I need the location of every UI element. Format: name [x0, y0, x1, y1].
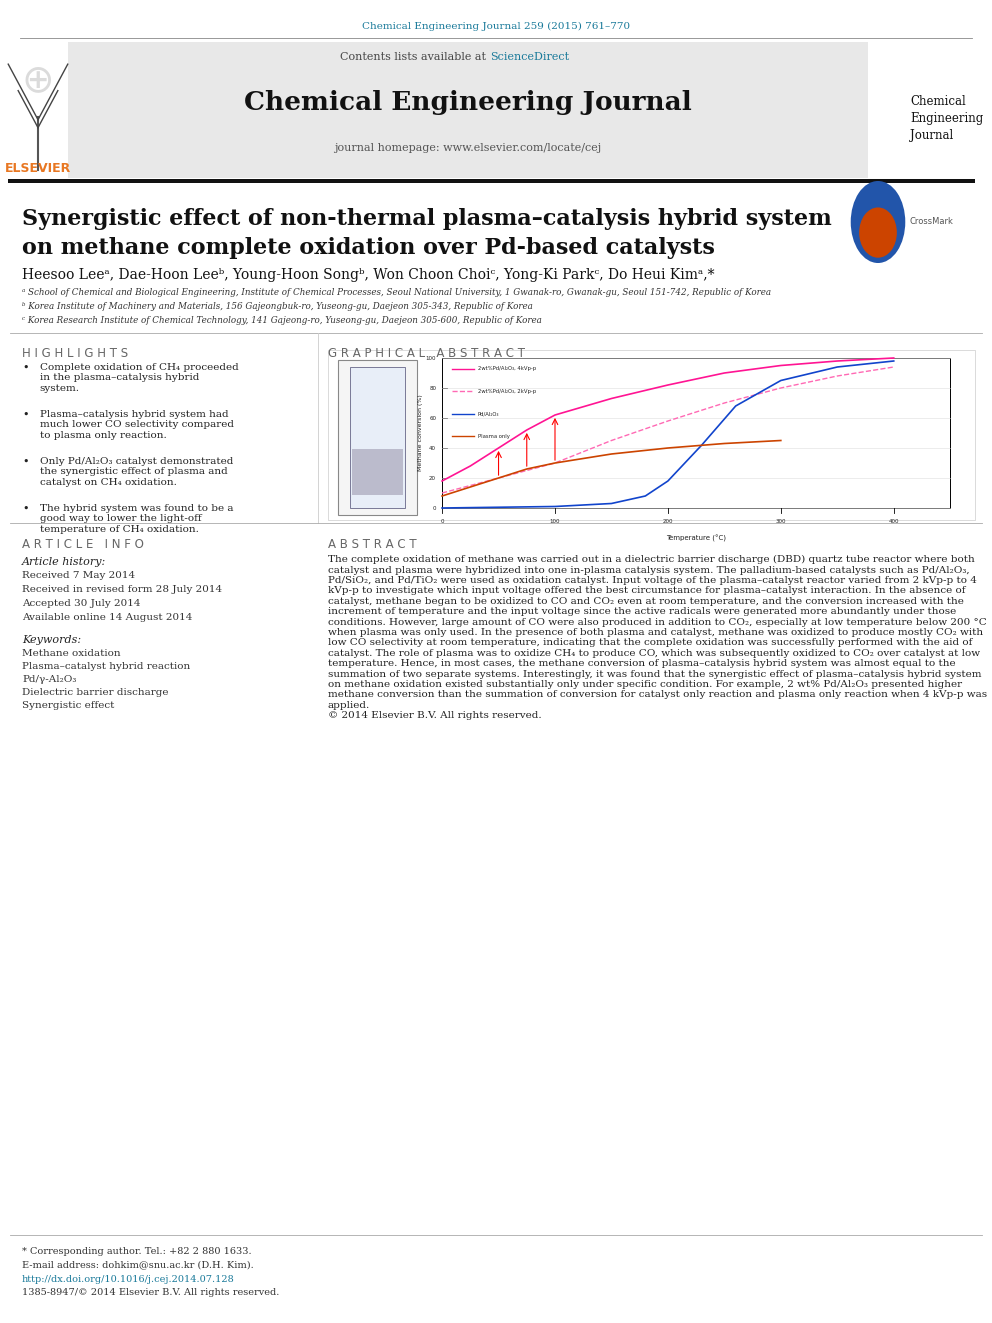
- Text: Chemical Engineering Journal 259 (2015) 761–770: Chemical Engineering Journal 259 (2015) …: [362, 22, 630, 32]
- Ellipse shape: [859, 208, 897, 258]
- Text: Contents lists available at: Contents lists available at: [340, 52, 490, 62]
- Text: •: •: [22, 363, 29, 373]
- Text: Plasma–catalyst hybrid reaction: Plasma–catalyst hybrid reaction: [22, 662, 190, 671]
- Text: 1385-8947/© 2014 Elsevier B.V. All rights reserved.: 1385-8947/© 2014 Elsevier B.V. All right…: [22, 1289, 280, 1297]
- Text: 0: 0: [433, 505, 436, 511]
- Text: Chemical
Engineering
Journal: Chemical Engineering Journal: [910, 95, 983, 142]
- Text: 300: 300: [776, 519, 786, 524]
- Text: ScienceDirect: ScienceDirect: [490, 52, 569, 62]
- Text: Methane conversion (%): Methane conversion (%): [418, 394, 423, 471]
- Text: Complete oxidation of CH₄ proceeded
in the plasma–catalysis hybrid
system.: Complete oxidation of CH₄ proceeded in t…: [40, 363, 239, 393]
- Text: CrossMark: CrossMark: [910, 217, 953, 226]
- Text: Only Pd/Al₂O₃ catalyst demonstrated
the synergistic effect of plasma and
catalys: Only Pd/Al₂O₃ catalyst demonstrated the …: [40, 456, 233, 487]
- Text: Available online 14 August 2014: Available online 14 August 2014: [22, 613, 192, 622]
- Text: Plasma only: Plasma only: [478, 434, 510, 438]
- Text: A R T I C L E   I N F O: A R T I C L E I N F O: [22, 538, 144, 550]
- Text: Received in revised form 28 July 2014: Received in revised form 28 July 2014: [22, 585, 222, 594]
- Text: ᶜ Korea Research Institute of Chemical Technology, 141 Gajeong-ro, Yuseong-gu, D: ᶜ Korea Research Institute of Chemical T…: [22, 316, 542, 325]
- Bar: [328, 351, 975, 520]
- Text: Heesoo Leeᵃ, Dae-Hoon Leeᵇ, Young-Hoon Songᵇ, Won Choon Choiᶜ, Yong-Ki Parkᶜ, Do: Heesoo Leeᵃ, Dae-Hoon Leeᵇ, Young-Hoon S…: [22, 269, 714, 282]
- Text: Plasma–catalysis hybrid system had
much lower CO selectivity compared
to plasma : Plasma–catalysis hybrid system had much …: [40, 410, 234, 439]
- Text: 100: 100: [550, 519, 560, 524]
- Text: Temperature (°C): Temperature (°C): [667, 534, 726, 541]
- Text: A B S T R A C T: A B S T R A C T: [328, 538, 417, 550]
- Text: •: •: [22, 410, 29, 419]
- Text: Article history:: Article history:: [22, 557, 106, 568]
- Text: Methane oxidation: Methane oxidation: [22, 650, 121, 658]
- Bar: [442, 359, 950, 508]
- Text: 100: 100: [426, 356, 436, 360]
- Bar: [8, 179, 975, 183]
- Text: 400: 400: [889, 519, 899, 524]
- Text: ⊕: ⊕: [22, 61, 55, 99]
- Bar: [68, 42, 868, 179]
- Text: H I G H L I G H T S: H I G H L I G H T S: [22, 347, 128, 360]
- Bar: [352, 448, 404, 495]
- Text: Pd/Al₂O₃: Pd/Al₂O₃: [478, 411, 499, 415]
- Bar: [338, 360, 418, 515]
- Text: The complete oxidation of methane was carried out in a dielectric barrier discha: The complete oxidation of methane was ca…: [328, 556, 987, 720]
- Text: 0: 0: [440, 519, 443, 524]
- Text: 200: 200: [663, 519, 674, 524]
- Text: 40: 40: [430, 446, 436, 451]
- Text: Synergistic effect of non-thermal plasma–catalysis hybrid system: Synergistic effect of non-thermal plasma…: [22, 208, 831, 230]
- Text: * Corresponding author. Tel.: +82 2 880 1633.: * Corresponding author. Tel.: +82 2 880 …: [22, 1248, 252, 1256]
- Text: •: •: [22, 456, 29, 467]
- Text: Pd/γ-Al₂O₃: Pd/γ-Al₂O₃: [22, 675, 76, 684]
- Bar: [350, 366, 406, 508]
- Bar: [8, 42, 68, 179]
- Text: E-mail address: dohkim@snu.ac.kr (D.H. Kim).: E-mail address: dohkim@snu.ac.kr (D.H. K…: [22, 1259, 254, 1269]
- Text: Chemical Engineering Journal: Chemical Engineering Journal: [244, 90, 691, 115]
- Text: 2wt%Pd/Al₂O₃, 2kVp-p: 2wt%Pd/Al₂O₃, 2kVp-p: [478, 389, 536, 393]
- Text: journal homepage: www.elsevier.com/locate/cej: journal homepage: www.elsevier.com/locat…: [334, 143, 601, 153]
- Text: Synergistic effect: Synergistic effect: [22, 701, 114, 710]
- Text: 2wt%Pd/Al₂O₃, 4kVp-p: 2wt%Pd/Al₂O₃, 4kVp-p: [478, 366, 536, 370]
- Text: The hybrid system was found to be a
good way to lower the light-off
temperature : The hybrid system was found to be a good…: [40, 504, 233, 533]
- Text: •: •: [22, 504, 29, 515]
- Text: G R A P H I C A L   A B S T R A C T: G R A P H I C A L A B S T R A C T: [328, 347, 525, 360]
- Ellipse shape: [851, 181, 906, 263]
- Text: Keywords:: Keywords:: [22, 635, 81, 646]
- Text: ELSEVIER: ELSEVIER: [5, 161, 71, 175]
- Text: ᵃ School of Chemical and Biological Engineering, Institute of Chemical Processes: ᵃ School of Chemical and Biological Engi…: [22, 288, 771, 296]
- Text: on methane complete oxidation over Pd-based catalysts: on methane complete oxidation over Pd-ba…: [22, 237, 715, 259]
- Text: 20: 20: [430, 475, 436, 480]
- Text: http://dx.doi.org/10.1016/j.cej.2014.07.128: http://dx.doi.org/10.1016/j.cej.2014.07.…: [22, 1275, 235, 1285]
- Text: Accepted 30 July 2014: Accepted 30 July 2014: [22, 599, 141, 609]
- Text: Received 7 May 2014: Received 7 May 2014: [22, 572, 135, 579]
- Text: ᵇ Korea Institute of Machinery and Materials, 156 Gajeongbuk-ro, Yuseong-gu, Dae: ᵇ Korea Institute of Machinery and Mater…: [22, 302, 533, 311]
- Text: 80: 80: [430, 385, 436, 390]
- Text: Dielectric barrier discharge: Dielectric barrier discharge: [22, 688, 169, 697]
- Text: 60: 60: [430, 415, 436, 421]
